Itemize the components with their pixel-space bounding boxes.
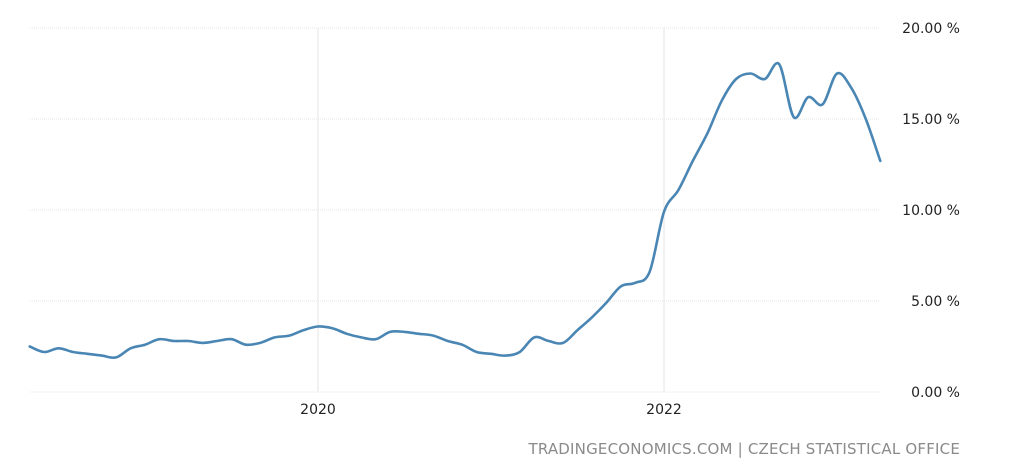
y-tick-label: 15.00 %: [902, 112, 960, 128]
x-tick-label: 2022: [646, 402, 682, 418]
y-axis: 0.00 % 5.00 % 10.00 % 15.00 % 20.00 %: [902, 21, 960, 401]
y-tick-label: 10.00 %: [902, 203, 960, 219]
series-line: [28, 61, 882, 360]
x-axis: 2020 2022: [300, 402, 682, 418]
y-tick-label: 0.00 %: [911, 385, 960, 401]
y-tick-label: 5.00 %: [911, 294, 960, 310]
source-attribution: TRADINGECONOMICS.COM | CZECH STATISTICAL…: [528, 440, 960, 458]
series-layer: [28, 61, 882, 360]
y-tick-label: 20.00 %: [902, 21, 960, 37]
grid-lines: [30, 27, 880, 393]
x-tick-label: 2020: [300, 402, 336, 418]
